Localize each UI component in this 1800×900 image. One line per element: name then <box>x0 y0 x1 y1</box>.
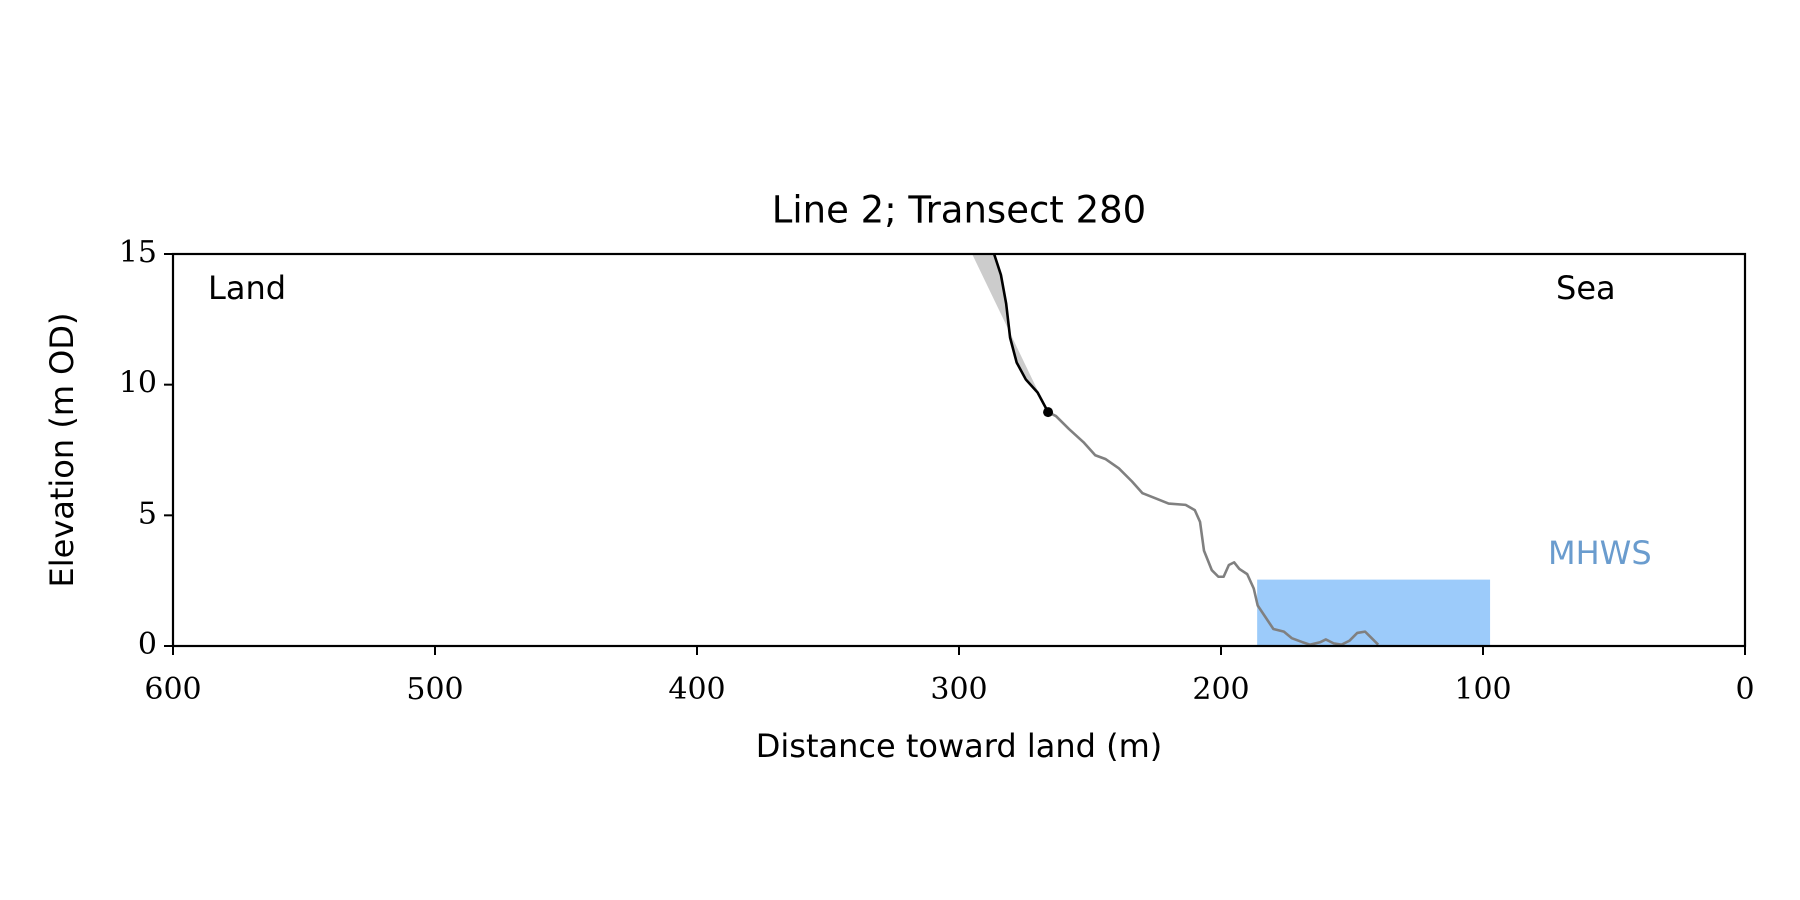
profile-line <box>1047 410 1380 646</box>
x-tick-label: 100 <box>1454 672 1511 707</box>
x-tick-label: 600 <box>144 672 201 707</box>
mhws-area <box>1257 579 1491 646</box>
y-axis-label: Elevation (m OD) <box>43 313 81 588</box>
x-tick-label: 0 <box>1735 672 1754 707</box>
annotation: MHWS <box>1548 534 1652 572</box>
annotation: Land <box>208 269 286 307</box>
y-tick-label: 15 <box>119 235 157 270</box>
plot-frame <box>171 252 1747 648</box>
x-tick-label: 400 <box>668 672 725 707</box>
y-tick-label: 0 <box>138 627 157 662</box>
x-tick-label: 200 <box>1192 672 1249 707</box>
x-tick-label: 500 <box>406 672 463 707</box>
x-tick-label: 300 <box>930 672 987 707</box>
chart-title: Line 2; Transect 280 <box>772 189 1146 232</box>
annotation: Sea <box>1556 269 1616 307</box>
cliff-line <box>992 253 1050 413</box>
y-tick-label: 5 <box>138 496 157 531</box>
y-tick-label: 10 <box>119 366 157 401</box>
cliff-toe <box>1043 407 1054 418</box>
x-axis-label: Distance toward land (m) <box>756 727 1162 765</box>
